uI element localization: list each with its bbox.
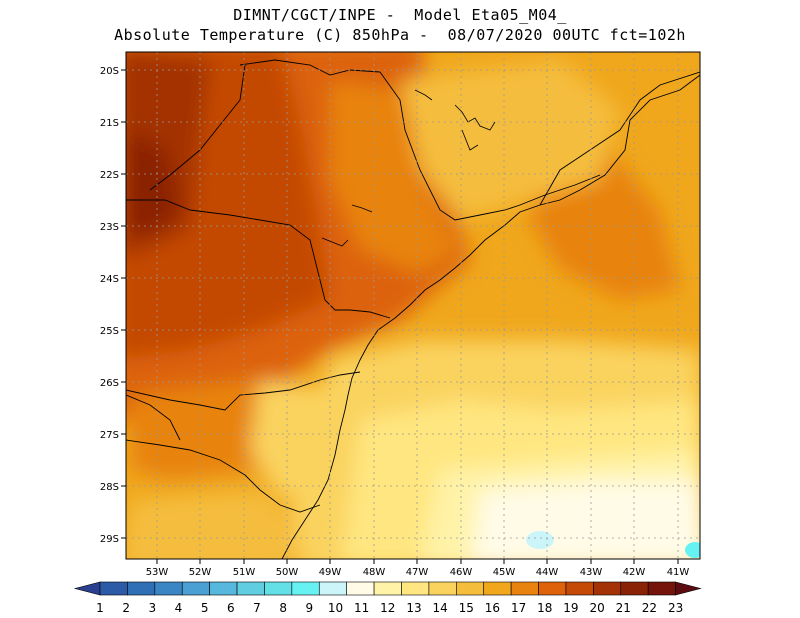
colorbar-label: 4 <box>175 601 183 615</box>
colorbar-label: 6 <box>227 601 235 615</box>
colorbar-label: 14 <box>432 601 447 615</box>
lat-labels: 20S 21S 22S 23S 24S 25S 26S 27S 28S 29S <box>100 66 119 545</box>
lon-tick-label: 53W <box>146 567 169 578</box>
lon-tick-label: 49W <box>319 567 342 578</box>
lat-tick-label: 25S <box>100 326 119 337</box>
colorbar-swatch <box>181 581 210 596</box>
boundaries <box>126 59 700 559</box>
axis-ticks <box>121 69 679 564</box>
lon-tick-label: 45W <box>493 567 516 578</box>
colorbar-swatch <box>647 581 676 596</box>
colorbar-swatch <box>99 581 128 596</box>
lat-tick-label: 29S <box>100 534 119 545</box>
title-line-2: Absolute Temperature (C) 850hPa - 08/07/… <box>114 26 686 44</box>
colorbar-arrow-low <box>73 581 101 596</box>
colorbar-label: 7 <box>253 601 261 615</box>
colorbar-label: 10 <box>328 601 343 615</box>
colorbar-swatch <box>565 581 594 596</box>
lat-tick-label: 26S <box>100 378 119 389</box>
colorbar-swatch <box>483 581 512 596</box>
colorbar-label: 5 <box>201 601 209 615</box>
colorbar-swatch <box>154 581 183 596</box>
lon-tick-label: 46W <box>450 567 473 578</box>
colorbar-label: 23 <box>668 601 683 615</box>
lon-tick-label: 41W <box>667 567 690 578</box>
colorbar-swatch <box>318 581 347 596</box>
lat-tick-label: 28S <box>100 482 119 493</box>
lat-tick-label: 27S <box>100 430 119 441</box>
lon-tick-label: 48W <box>363 567 386 578</box>
lat-tick-label: 20S <box>100 66 119 77</box>
graticule <box>126 52 700 559</box>
colorbar-swatch <box>401 581 430 596</box>
colorbar-label: 20 <box>589 601 604 615</box>
colorbar-label: 13 <box>406 601 421 615</box>
colorbar-swatch <box>127 581 156 596</box>
colorbar-label: 8 <box>279 601 287 615</box>
colorbar-swatch <box>456 581 485 596</box>
lon-tick-label: 43W <box>580 567 603 578</box>
lon-tick-label: 52W <box>189 567 212 578</box>
colorbar-label: 1 <box>96 601 104 615</box>
colorbar-swatch <box>510 581 539 596</box>
colorbar-swatch <box>346 581 375 596</box>
lon-tick-label: 51W <box>233 567 256 578</box>
colorbar-label: 16 <box>485 601 500 615</box>
colorbar-swatch <box>428 581 457 596</box>
colorbar-swatch <box>538 581 567 596</box>
colorbar-label: 18 <box>537 601 552 615</box>
colorbar-label: 17 <box>511 601 526 615</box>
colorbar-swatch <box>291 581 320 596</box>
lon-tick-label: 42W <box>623 567 646 578</box>
colorbar-label: 2 <box>122 601 130 615</box>
colorbar-label: 3 <box>149 601 157 615</box>
colorbar-arrow-high <box>675 581 702 596</box>
lat-tick-label: 21S <box>100 118 119 129</box>
colorbar-label: 22 <box>642 601 657 615</box>
map-frame <box>125 51 701 560</box>
title-line-1: DIMNT/CGCT/INPE - Model Eta05_M04_ <box>233 6 567 24</box>
colorbar-label: 9 <box>305 601 313 615</box>
colorbar-swatch <box>593 581 622 596</box>
lon-labels: 53W 52W 51W 50W 49W 48W 47W 46W 45W 44W … <box>146 567 690 578</box>
colorbar-label: 15 <box>459 601 474 615</box>
colorbar-label: 12 <box>380 601 395 615</box>
colorbar-swatch <box>620 581 649 596</box>
colorbar-swatch <box>209 581 238 596</box>
lat-tick-label: 22S <box>100 170 119 181</box>
colorbar-swatch <box>236 581 265 596</box>
lakes <box>321 89 496 247</box>
temperature-field <box>126 52 700 559</box>
lat-tick-label: 23S <box>100 222 119 233</box>
colorbar: 1 2 3 4 5 6 7 8 9 10 11 12 13 14 15 16 17 18 19 20 21 22 23 <box>73 581 702 615</box>
lat-tick-label: 24S <box>100 274 119 285</box>
lon-tick-label: 47W <box>406 567 429 578</box>
colorbar-label: 19 <box>563 601 578 615</box>
lon-tick-label: 50W <box>276 567 299 578</box>
colorbar-label: 21 <box>616 601 631 615</box>
lon-tick-label: 44W <box>536 567 559 578</box>
colorbar-swatch <box>264 581 293 596</box>
colorbar-label: 11 <box>354 601 369 615</box>
colorbar-swatch <box>373 581 402 596</box>
